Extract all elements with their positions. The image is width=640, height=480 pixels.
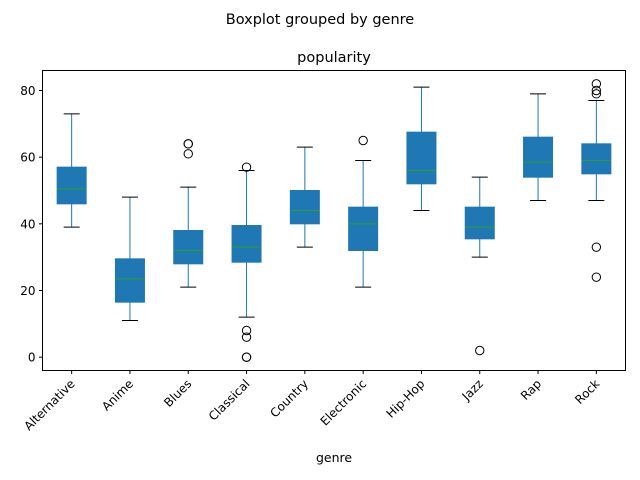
box-group-alternative [56,113,87,228]
plot-frame [42,70,626,371]
outlier-point [241,332,252,342]
outlier-point [591,272,602,282]
box [289,190,320,225]
box [173,230,204,265]
x-tick-label: Rap [518,377,544,403]
outlier-point [591,242,602,252]
outlier-point [591,85,602,96]
x-axis-label: genre [316,450,352,465]
outlier-point [358,135,368,146]
x-tick-label: Country [267,377,311,421]
y-tick-label: 0 [28,351,36,365]
chart-suptitle: Boxplot grouped by genre [226,12,415,28]
box-group-classical [231,162,262,362]
box [56,166,87,205]
x-tick-label: Rock [572,377,602,407]
y-tick-label: 40 [20,217,35,231]
box-group-rap [523,93,554,201]
box [523,136,554,178]
y-axis: 0 20 40 60 80 [20,84,43,365]
box [406,131,437,185]
outlier-point [591,89,602,99]
box-group-hip-hop [406,86,437,211]
box [348,206,379,252]
outlier-point [241,325,252,336]
box [114,258,145,303]
outlier-point [591,79,602,89]
x-tick-label: Blues [161,377,194,410]
outlier-point [241,352,252,362]
box [464,206,495,240]
y-tick-label: 60 [20,151,35,165]
x-tick-label: Classical [206,377,253,424]
box-group-country [289,146,320,248]
outlier-point [183,149,193,159]
box-group-jazz [464,176,495,356]
x-tick-label: Electronic [318,377,370,429]
y-tick-label: 80 [20,84,35,98]
chart-title: popularity [297,50,371,66]
box-group-anime [114,196,145,321]
box-group-blues [173,139,204,288]
outlier-point [475,345,485,356]
x-tick-label: Jazz [459,377,486,404]
x-axis: Alternative Anime Blues Classical Country Ele… [21,370,603,433]
box-group-rock [581,79,612,282]
outlier-point [183,139,193,149]
y-tick-label: 20 [20,284,35,298]
plot-marks [56,79,612,362]
x-tick-label: Anime [99,377,136,414]
box [231,225,262,263]
x-tick-label: Hip-Hop [384,377,428,421]
box [581,143,612,175]
outlier-point [241,162,252,172]
box-group-electronic [348,135,379,288]
x-tick-label: Alternative [21,377,77,433]
